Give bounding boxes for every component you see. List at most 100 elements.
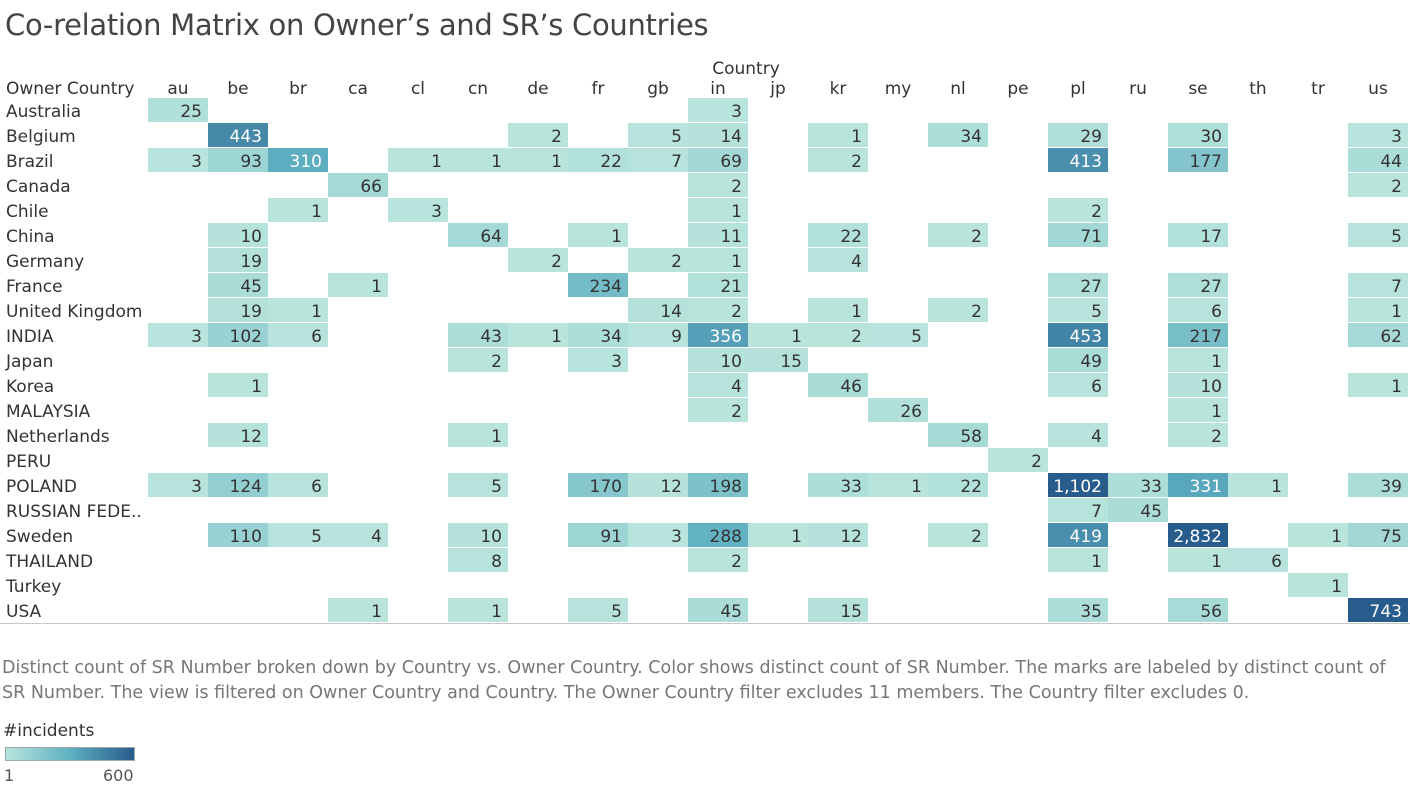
cell-label: 62: [1380, 327, 1402, 347]
heatmap-cell: [448, 423, 508, 447]
heatmap-cell: [688, 248, 748, 272]
column-header: tr: [1311, 79, 1325, 99]
legend-title: #incidents: [3, 721, 95, 741]
cell-label: 6: [1211, 302, 1222, 322]
cell-label: 1: [371, 277, 382, 297]
column-header: in: [710, 79, 726, 99]
cell-label: 2: [1391, 177, 1402, 197]
cell-label: 91: [600, 527, 622, 547]
cell-label: 2: [551, 252, 562, 272]
cell-label: 1: [611, 227, 622, 247]
row-label: France: [6, 277, 63, 297]
cell-label: 356: [710, 327, 742, 347]
heatmap-cell: [328, 598, 388, 622]
row-label: INDIA: [6, 327, 54, 347]
heatmap-cell: [1168, 423, 1228, 447]
heatmap-cell: [208, 373, 268, 397]
heatmap-cell: [868, 473, 928, 497]
cell-label: 45: [720, 602, 742, 622]
cell-label: 39: [1380, 477, 1402, 497]
heatmap-cell: [328, 273, 388, 297]
cell-label: 3: [191, 327, 202, 347]
cell-label: 2: [731, 552, 742, 572]
heatmap-cell: [808, 523, 868, 547]
heatmap-cell: [1048, 198, 1108, 222]
heatmap-cell: [448, 148, 508, 172]
heatmap-cell: [1348, 473, 1408, 497]
cell-label: 1,102: [1053, 477, 1102, 497]
heatmap-cell: [208, 273, 268, 297]
row-label: PERU: [6, 452, 51, 472]
heatmap-cell: [1048, 548, 1108, 572]
cell-label: 5: [671, 127, 682, 147]
heatmap-cell: [1348, 123, 1408, 147]
cell-label: 1: [1391, 302, 1402, 322]
cell-label: 310: [290, 152, 322, 172]
row-label: Korea: [6, 377, 54, 397]
heatmap-cell: [628, 523, 688, 547]
heatmap-cell: [748, 323, 808, 347]
row-label: Japan: [5, 352, 53, 372]
column-header: kr: [830, 79, 847, 99]
heatmap-cell: [268, 298, 328, 322]
heatmap-cell: [808, 298, 868, 322]
cell-label: 30: [1200, 127, 1222, 147]
cell-label: 34: [600, 327, 622, 347]
heatmap-cell: [628, 323, 688, 347]
cell-label: 22: [840, 227, 862, 247]
heatmap-cell: [1348, 598, 1408, 622]
column-header: br: [289, 79, 307, 99]
heatmap-cell: [268, 148, 328, 172]
heatmap-cell: [1048, 498, 1108, 522]
cell-label: 5: [1391, 227, 1402, 247]
row-label: Canada: [6, 177, 71, 197]
heatmap-cell: [628, 123, 688, 147]
cell-label: 2: [731, 302, 742, 322]
heatmap-cell: [388, 198, 448, 222]
cell-label: 49: [1080, 352, 1102, 372]
cell-label: 12: [240, 427, 262, 447]
heatmap-cell: [628, 298, 688, 322]
cell-label: 43: [480, 327, 502, 347]
cell-label: 124: [230, 477, 262, 497]
cell-label: 2: [971, 302, 982, 322]
cell-label: 419: [1070, 527, 1102, 547]
heatmap-cell: [928, 223, 988, 247]
column-header: de: [527, 79, 548, 99]
cell-label: 12: [840, 527, 862, 547]
heatmap-cell: [628, 473, 688, 497]
cell-label: 26: [900, 402, 922, 422]
heatmap-cell: [688, 598, 748, 622]
heatmap-cell: [1168, 348, 1228, 372]
cell-label: 46: [840, 377, 862, 397]
heatmap-cell: [1048, 273, 1108, 297]
cell-label: 33: [1140, 477, 1162, 497]
heatmap-cell: [508, 323, 568, 347]
heatmap-cell: [1048, 148, 1108, 172]
cell-label: 7: [671, 152, 682, 172]
heatmap-cell: [568, 273, 628, 297]
cell-label: 2: [971, 227, 982, 247]
heatmap-cell: [568, 148, 628, 172]
cell-label: 6: [1091, 377, 1102, 397]
cell-label: 4: [371, 527, 382, 547]
cell-label: 17: [1200, 227, 1222, 247]
heatmap-cell: [1048, 298, 1108, 322]
cell-label: 1: [1211, 352, 1222, 372]
cell-label: 1: [1211, 552, 1222, 572]
cell-label: 75: [1380, 527, 1402, 547]
column-header: ru: [1129, 79, 1147, 99]
cell-label: 71: [1080, 227, 1102, 247]
cell-label: 102: [230, 327, 262, 347]
heatmap-cell: [448, 548, 508, 572]
heatmap-cell: [448, 523, 508, 547]
cell-label: 2,832: [1173, 527, 1222, 547]
column-header: be: [227, 79, 248, 99]
heatmap-cell: [208, 223, 268, 247]
heatmap-cell: [748, 348, 808, 372]
heatmap-cell: [1048, 523, 1108, 547]
cell-label: 10: [240, 227, 262, 247]
cell-label: 1: [491, 427, 502, 447]
heatmap-cell: [808, 373, 868, 397]
cell-label: 6: [1271, 552, 1282, 572]
